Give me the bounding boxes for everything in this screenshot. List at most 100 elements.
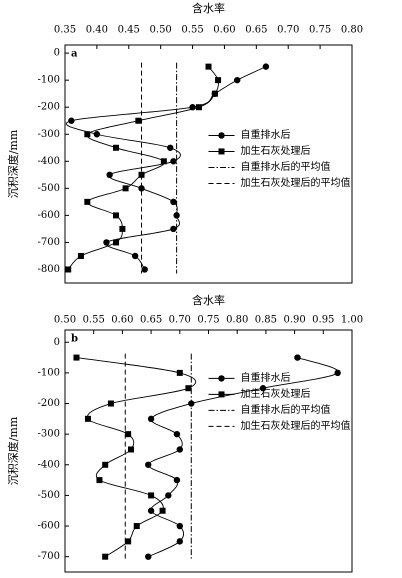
point: [165, 492, 172, 499]
point: [173, 476, 181, 484]
point: [113, 239, 120, 246]
y-tick-label: -200: [38, 102, 60, 113]
point: [113, 212, 120, 219]
point: [170, 225, 177, 233]
point: [128, 446, 135, 453]
legend-label: 加生石灰处理后的平均值: [241, 176, 351, 189]
x-tick-label: 0.50: [150, 25, 172, 36]
x-tick-label: 0.75: [197, 315, 219, 326]
x-tick-label: 0.80: [226, 315, 248, 326]
point: [148, 492, 155, 499]
point: [173, 430, 181, 438]
point: [102, 461, 109, 468]
point: [84, 198, 91, 205]
x-tick-label: 0.60: [111, 315, 133, 326]
point: [176, 538, 183, 545]
point: [167, 144, 174, 151]
legend-marker: [218, 132, 225, 139]
x-tick-label: 0.50: [54, 315, 76, 326]
x-axis-title: 含水率: [192, 293, 225, 307]
point: [170, 158, 177, 165]
x-tick-label: 1.00: [341, 315, 363, 326]
point: [234, 76, 241, 84]
point: [147, 507, 155, 514]
point: [211, 90, 218, 97]
point: [176, 522, 183, 530]
y-tick-label: 0: [54, 337, 60, 348]
x-tick-label: 0.70: [277, 25, 299, 36]
point: [173, 212, 180, 219]
point: [119, 225, 126, 232]
point: [262, 63, 270, 70]
point: [294, 354, 301, 361]
panel-label: b: [71, 334, 78, 345]
point: [195, 104, 202, 111]
point: [125, 538, 132, 545]
x-tick-label: 0.55: [181, 25, 203, 36]
point: [170, 198, 177, 206]
point: [176, 446, 183, 453]
x-tick-label: 0.45: [118, 25, 140, 36]
point: [138, 185, 145, 192]
y-tick-label: -600: [38, 521, 60, 532]
point: [113, 144, 120, 151]
point: [65, 266, 72, 273]
point: [103, 239, 110, 246]
legend-label: 自重排水后的平均值: [241, 403, 331, 416]
legend-label: 加生石灰处理后的平均值: [241, 419, 351, 432]
y-tick-label: -700: [38, 551, 60, 562]
y-tick-label: -100: [38, 367, 60, 378]
point: [106, 171, 113, 179]
y-tick-label: -700: [38, 237, 60, 248]
point: [77, 252, 84, 259]
point: [176, 369, 183, 376]
legend-label: 自重排水后的平均值: [241, 160, 331, 173]
y-axis-title: 沉积深度/mm: [6, 129, 20, 198]
point: [185, 385, 192, 392]
x-axis-title: 含水率: [192, 1, 225, 15]
point: [145, 553, 152, 560]
point: [215, 77, 222, 84]
y-tick-label: -400: [38, 459, 60, 470]
y-tick-label: -100: [38, 75, 60, 86]
y-tick-label: -400: [38, 156, 60, 167]
series-line: [67, 66, 219, 270]
point: [125, 431, 132, 438]
x-tick-label: 0.55: [83, 315, 105, 326]
point: [84, 131, 91, 138]
legend-marker: [218, 375, 225, 382]
y-tick-label: -800: [38, 264, 60, 275]
y-tick-label: -200: [38, 398, 60, 409]
x-tick-label: 0.40: [86, 25, 108, 36]
point: [147, 415, 155, 423]
point: [135, 117, 142, 124]
legend-label: 自重排水后: [241, 371, 291, 384]
x-tick-label: 0.35: [54, 25, 76, 36]
x-tick-label: 0.95: [312, 315, 334, 326]
point: [138, 171, 145, 178]
plot-frame: [64, 44, 353, 284]
point: [96, 477, 103, 484]
panel-label: a: [71, 49, 78, 60]
y-tick-label: -300: [38, 429, 60, 440]
legend-label: 自重排水后: [241, 128, 291, 141]
point: [93, 131, 101, 138]
point: [141, 266, 148, 273]
point: [107, 400, 114, 407]
y-tick-label: 0: [54, 48, 60, 59]
point: [188, 400, 195, 407]
legend-marker: [218, 148, 225, 155]
x-tick-label: 0.65: [245, 25, 267, 36]
x-tick-label: 0.70: [169, 315, 191, 326]
point: [334, 369, 341, 377]
point: [122, 185, 129, 192]
x-tick-label: 0.90: [283, 315, 305, 326]
point: [131, 252, 139, 260]
point: [68, 117, 75, 124]
point: [84, 415, 91, 422]
plot-frame: [64, 329, 353, 573]
point: [102, 553, 109, 560]
legend-marker: [218, 391, 225, 398]
point: [159, 507, 166, 514]
